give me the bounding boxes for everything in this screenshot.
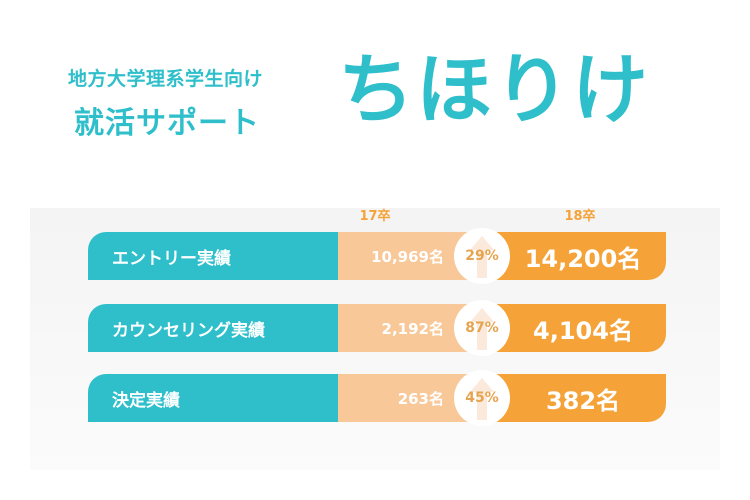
subtitle: 就活サポート: [74, 106, 260, 141]
stat-row-entry: 10,969名 14,200名 エントリー実績 29%: [88, 228, 666, 284]
growth-badge: 29%: [454, 228, 510, 284]
row-label: カウンセリング実績: [88, 304, 338, 352]
growth-badge: 45%: [454, 370, 510, 426]
curr-value: 382名: [488, 374, 666, 422]
column-header-prev-year: 17卒: [359, 209, 391, 224]
up-arrow-icon: [470, 308, 494, 350]
growth-rate: 29%: [465, 248, 499, 264]
growth-badge: 87%: [454, 300, 510, 356]
up-arrow-icon: [470, 236, 494, 278]
tagline: 地方大学理系学生向け: [68, 68, 264, 90]
row-label: エントリー実績: [88, 232, 338, 280]
stat-row-counseling: 2,192名 4,104名 カウンセリング実績 87%: [88, 300, 666, 356]
growth-rate: 87%: [465, 320, 499, 336]
up-arrow-icon: [470, 378, 494, 420]
growth-rate: 45%: [465, 390, 499, 406]
stat-row-decision: 263名 382名 決定実績 45%: [88, 370, 666, 426]
curr-value: 14,200名: [488, 232, 666, 280]
curr-value: 4,104名: [488, 304, 666, 352]
row-label: 決定実績: [88, 374, 338, 422]
brand-logo-text: ちほりけ: [338, 45, 650, 134]
column-header-curr-year: 18卒: [564, 209, 596, 224]
header: 地方大学理系学生向け 就活サポート ちほりけ: [0, 0, 750, 170]
